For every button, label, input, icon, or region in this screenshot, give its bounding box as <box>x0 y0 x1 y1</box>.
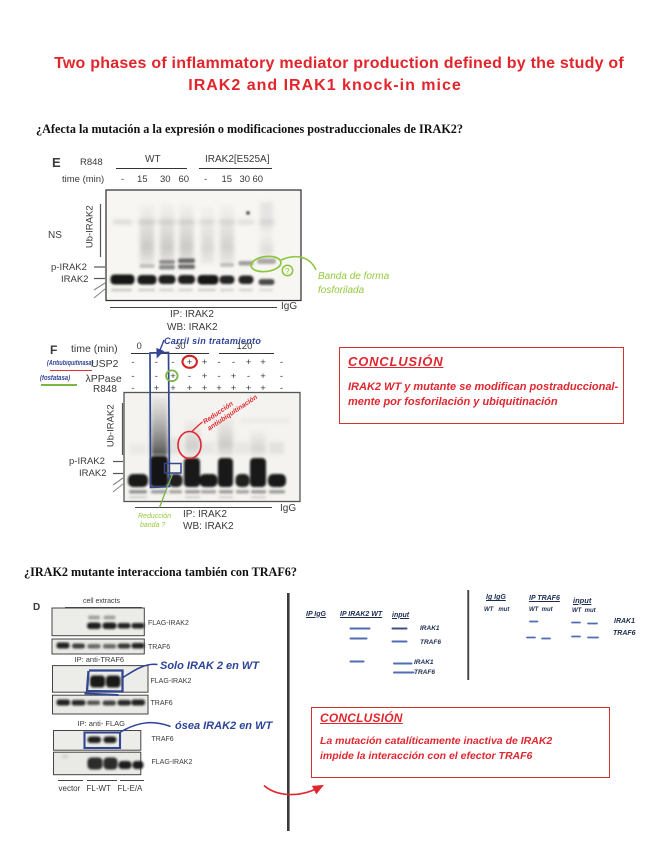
svg-text:?: ? <box>285 267 290 276</box>
